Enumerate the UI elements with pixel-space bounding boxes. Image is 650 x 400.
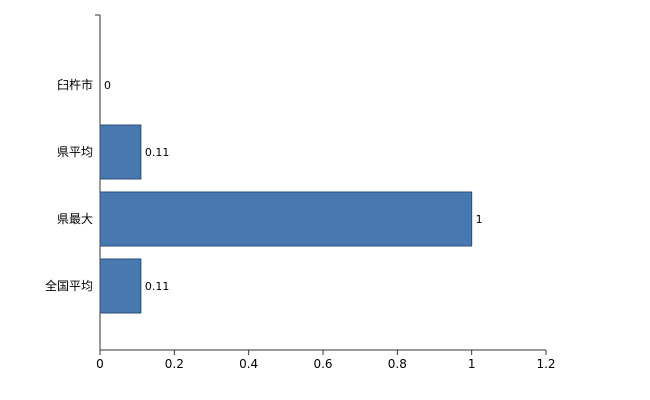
bar: [99, 124, 142, 180]
category-label: 臼杵市: [57, 77, 93, 92]
x-tick-label: 1.2: [536, 357, 555, 371]
x-tick-label: 0: [96, 357, 104, 371]
bar: [99, 258, 142, 314]
category-label: 県平均: [57, 145, 93, 159]
x-tick-label: 0.4: [239, 357, 258, 371]
category-label: 県最大: [57, 212, 93, 226]
bar-value-label: 0.11: [145, 146, 170, 159]
bar-value-label: 0.11: [145, 280, 170, 293]
x-tick-label: 0.8: [388, 357, 407, 371]
category-label: 全国平均: [45, 278, 93, 293]
bar-value-label: 1: [476, 213, 483, 226]
x-tick-label: 0.2: [165, 357, 184, 371]
x-tick-label: 1: [468, 357, 476, 371]
bar-value-label: 0: [104, 79, 111, 92]
bar: [99, 191, 473, 247]
x-tick-label: 0.6: [313, 357, 332, 371]
